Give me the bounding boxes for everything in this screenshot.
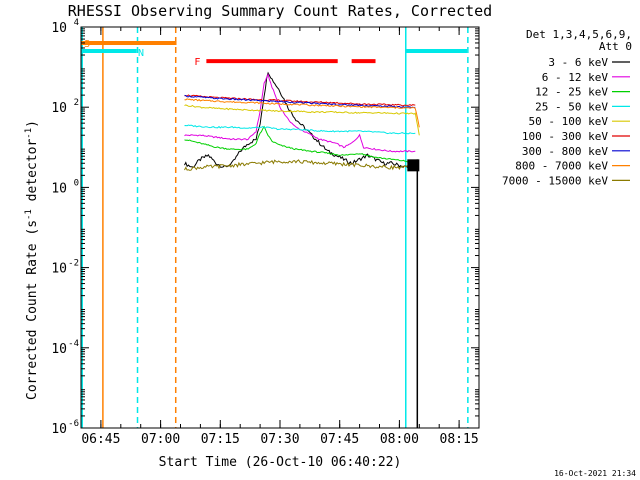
plot-frame: [80, 26, 480, 429]
legend-entry-label: 300 - 800 keV: [522, 145, 608, 158]
legend-entry-label: 800 - 7000 keV: [515, 160, 608, 173]
x-axis-label: Start Time (26-Oct-10 06:40:22): [159, 455, 402, 470]
footer-timestamp: 16-Oct-2021 21:34: [554, 469, 636, 478]
legend-header-line: Det 1,3,4,5,6,9,: [526, 28, 632, 41]
x-tick-label: 07:30: [260, 432, 299, 447]
series-line-50-100: [184, 104, 420, 136]
chart-title: RHESSI Observing Summary Count Rates, Co…: [68, 2, 492, 20]
series-line-100-300: [184, 94, 416, 107]
y-tick-label: 10: [51, 181, 67, 196]
legend-entry-label: 50 - 100 keV: [529, 115, 609, 128]
flare-interval-label: F: [194, 57, 200, 68]
y-tick-exponent: -4: [68, 339, 79, 349]
y-tick-exponent: 2: [74, 98, 79, 108]
y-tick-exponent: -2: [68, 259, 79, 269]
series-line-12-25: [184, 125, 416, 164]
legend-entry-label: 25 - 50 keV: [535, 100, 608, 113]
legend: Det 1,3,4,5,6,9,Att 0 3 - 6 keV 6 - 12 keV…: [502, 28, 632, 187]
x-tick-label: 08:00: [380, 432, 419, 447]
x-axis-ticks: 06:45 07:00 07:15 07:30 07:45 08:00 08:15: [80, 27, 480, 447]
y-tick-label: 10: [51, 21, 67, 36]
series-line-3-6: [184, 71, 412, 171]
y-tick-exponent: 4: [74, 18, 79, 28]
plot-border: [80, 26, 480, 429]
y-tick-label: 10: [51, 101, 67, 116]
data-gap-block: [407, 159, 420, 172]
series-line-800-7000: [184, 98, 420, 128]
legend-entry-label: 6 - 12 keV: [542, 71, 609, 84]
y-tick-label: 10: [51, 342, 67, 357]
series-line-7000-15000: [184, 159, 416, 171]
legend-entry-label: 100 - 300 keV: [522, 130, 608, 143]
legend-entry-label: 3 - 6 keV: [548, 56, 608, 69]
x-tick-label: 07:45: [320, 432, 359, 447]
legend-header-line: Att 0: [599, 40, 632, 53]
y-axis-label: Corrected Count Rate (s-1 detector-1): [24, 120, 40, 400]
x-tick-label: 07:15: [201, 432, 240, 447]
saa-interval-bar-label: S: [84, 39, 90, 50]
legend-entry-label: 7000 - 15000 keV: [502, 174, 608, 187]
y-tick-exponent: 0: [74, 178, 79, 188]
x-tick-label: 06:45: [81, 432, 120, 447]
x-tick-label: 08:15: [440, 432, 479, 447]
series-group: [184, 71, 420, 428]
legend-entry-label: 12 - 25 keV: [535, 86, 608, 99]
night-interval-bar-label: N: [138, 48, 144, 59]
series-line-25-50: [184, 124, 416, 135]
observing-intervals: S N F: [81, 27, 469, 428]
y-tick-exponent: -6: [68, 419, 79, 429]
series-line-300-800: [184, 94, 416, 109]
x-tick-label: 07:00: [141, 432, 180, 447]
y-tick-label: 10: [51, 262, 67, 277]
y-tick-label: 10: [51, 422, 67, 437]
